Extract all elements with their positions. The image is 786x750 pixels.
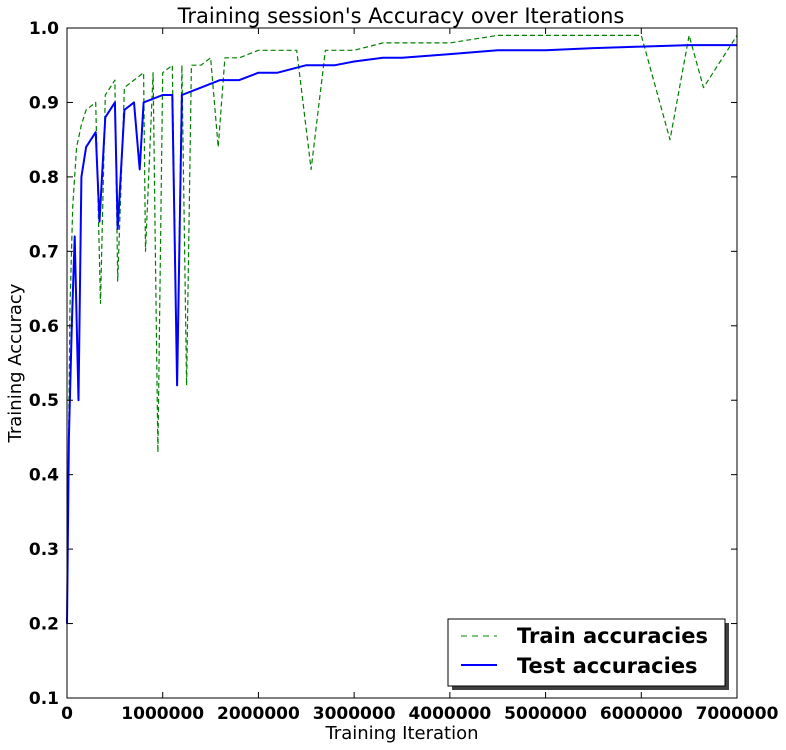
legend-box — [447, 618, 726, 687]
tick-layer: 0 1000000 2000000 3000000 4000000 5000000 6000… — [29, 19, 779, 724]
x-tick-label: 7000000 — [696, 704, 779, 724]
y-tick-label: 0.1 — [29, 689, 59, 709]
y-tick-label: 0.4 — [29, 466, 59, 486]
y-tick-label: 0.3 — [29, 540, 59, 560]
y-tick-label: 0.6 — [29, 317, 59, 337]
y-tick-label: 1.0 — [29, 19, 59, 39]
plot-area — [67, 28, 737, 698]
legend-test-label: Test accuracies — [517, 654, 698, 678]
series-line-1 — [66, 44, 737, 624]
y-tick-label: 0.7 — [29, 242, 59, 262]
x-axis-label: Training Iteration — [324, 723, 478, 744]
y-tick-label: 0.2 — [29, 615, 59, 635]
y-axis-label: Training Accuracy — [5, 283, 26, 443]
y-tick-label: 0.9 — [29, 93, 59, 113]
legend-train-label: Train accuracies — [517, 624, 708, 648]
chart-title: Training session's Accuracy over Iterati… — [177, 4, 625, 28]
x-tick-label: 0 — [61, 704, 73, 724]
y-tick-label: 0.5 — [29, 391, 59, 411]
x-tick-label: 5000000 — [504, 704, 587, 724]
legend: Train accuracies Test accuracies — [447, 618, 729, 690]
x-tick-label: 4000000 — [408, 704, 491, 724]
x-tick-label: 6000000 — [600, 704, 683, 724]
y-tick-label: 0.8 — [29, 168, 59, 188]
series-layer — [66, 34, 738, 624]
plot-frame — [66, 27, 738, 699]
x-tick-label: 1000000 — [121, 704, 204, 724]
x-tick-label: 2000000 — [217, 704, 300, 724]
x-tick-label: 3000000 — [313, 704, 396, 724]
series-line-0 — [66, 34, 738, 609]
